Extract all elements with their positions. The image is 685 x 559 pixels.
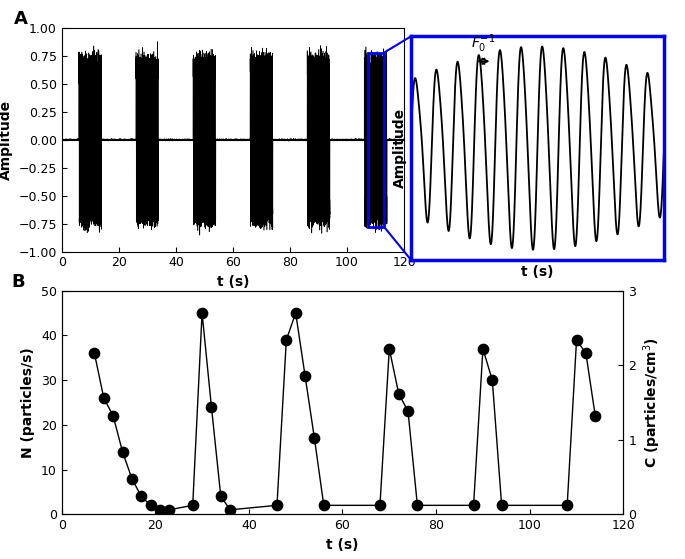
Point <box>136 492 147 501</box>
Point <box>117 447 128 456</box>
Point <box>225 505 236 514</box>
Point <box>393 389 404 398</box>
Y-axis label: Amplitude: Amplitude <box>0 100 13 180</box>
Point <box>145 501 156 510</box>
Y-axis label: N (particles/s): N (particles/s) <box>21 347 35 458</box>
Point <box>477 344 488 353</box>
Point <box>468 501 479 510</box>
Point <box>496 501 507 510</box>
Text: A: A <box>14 10 27 28</box>
Point <box>403 407 414 416</box>
Point <box>215 492 226 501</box>
X-axis label: t (s): t (s) <box>521 266 554 280</box>
Point <box>89 349 100 358</box>
Y-axis label: C (particles/cm$^3$): C (particles/cm$^3$) <box>642 337 663 468</box>
Y-axis label: Amplitude: Amplitude <box>393 108 407 188</box>
Point <box>187 501 198 510</box>
Point <box>206 402 217 411</box>
Point <box>580 349 591 358</box>
Point <box>197 309 208 318</box>
Point <box>487 376 498 385</box>
Point <box>281 335 292 344</box>
Point <box>154 505 166 514</box>
Point <box>290 309 301 318</box>
Text: B: B <box>11 273 25 291</box>
Point <box>412 501 423 510</box>
Point <box>319 501 329 510</box>
Point <box>98 394 109 402</box>
Point <box>108 411 119 420</box>
Text: $F_0^{-1}$: $F_0^{-1}$ <box>471 32 495 55</box>
Point <box>126 474 137 483</box>
Point <box>164 505 175 514</box>
Bar <box>369 53 384 227</box>
X-axis label: t (s): t (s) <box>216 275 249 289</box>
Point <box>562 501 573 510</box>
Point <box>375 501 386 510</box>
Point <box>299 371 310 380</box>
Point <box>309 434 320 443</box>
Point <box>271 501 282 510</box>
Point <box>571 335 582 344</box>
Point <box>590 411 601 420</box>
X-axis label: t (s): t (s) <box>326 538 359 552</box>
Point <box>384 344 395 353</box>
